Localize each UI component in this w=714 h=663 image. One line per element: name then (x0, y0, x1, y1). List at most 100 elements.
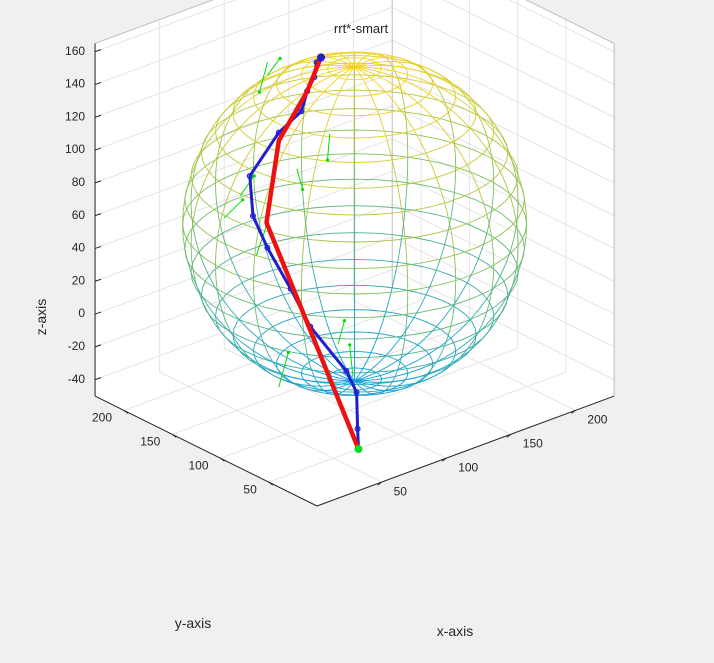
grid-line (268, 371, 567, 483)
sphere-meridian (392, 65, 406, 69)
z-axis-label: z-axis (33, 299, 49, 336)
sphere-meridian (326, 322, 331, 334)
sphere-meridian (493, 123, 501, 134)
sphere-meridian (221, 138, 231, 150)
sphere-meridian (486, 214, 491, 228)
sphere-meridian (440, 345, 446, 355)
sphere-meridian (517, 245, 519, 258)
path-point (249, 212, 256, 219)
y-tick-label: 200 (92, 411, 112, 425)
sphere-meridian (294, 317, 303, 329)
sphere-meridian (332, 372, 344, 378)
grid-line (508, 0, 615, 53)
sphere-meridian (460, 349, 468, 358)
grid-line (288, 323, 512, 435)
sphere-meridian (322, 311, 328, 324)
sphere-meridian (313, 275, 318, 288)
sphere-meridian (365, 372, 377, 378)
sphere-meridian (258, 218, 262, 232)
sphere-meridian (397, 352, 409, 361)
sphere-meridian (407, 119, 415, 131)
sphere-meridian (302, 111, 305, 123)
sphere-latitude-ring (190, 205, 519, 340)
sphere-meridian (218, 214, 223, 228)
sphere-meridian (413, 129, 421, 142)
sphere-meridian (472, 258, 480, 271)
path-point (264, 244, 271, 251)
sphere-meridian (450, 229, 454, 243)
sphere-meridian (192, 269, 196, 282)
sphere-meridian (469, 342, 480, 351)
x-axis-line (316, 395, 615, 507)
sphere-meridian (263, 120, 274, 132)
sphere-meridian (221, 233, 227, 247)
sphere-meridian (268, 85, 274, 94)
sphere-meridian (385, 57, 390, 62)
sphere-meridian (515, 214, 519, 228)
sphere-meridian (313, 159, 318, 173)
sphere-meridian (341, 78, 347, 87)
sphere-meridian (323, 355, 332, 364)
sphere-meridian (301, 57, 309, 61)
sphere-meridian (517, 175, 523, 188)
sphere-meridian (365, 61, 377, 65)
sphere-meridian (394, 372, 408, 378)
axis-edge (525, 0, 615, 44)
sphere-meridian (326, 53, 331, 56)
sphere-meridian (505, 183, 511, 197)
sphere-meridian (258, 326, 262, 337)
sphere-meridian (381, 376, 395, 380)
sphere-meridian (365, 383, 377, 386)
sphere-meridian (330, 57, 339, 61)
sphere-meridian (435, 257, 442, 271)
sphere-meridian (376, 74, 388, 82)
sphere-meridian (195, 154, 200, 167)
sphere-meridian (248, 109, 259, 119)
sphere-meridian (301, 384, 312, 387)
sphere-meridian (315, 91, 324, 101)
sphere-meridian (440, 190, 446, 204)
sphere-meridian (225, 115, 232, 126)
sphere-meridian (338, 391, 343, 395)
sphere-meridian (400, 386, 408, 390)
sphere-meridian (407, 383, 415, 388)
sphere-meridian (198, 292, 204, 305)
sphere-meridian (316, 147, 321, 161)
sphere-meridian (493, 305, 502, 317)
sphere-meridian (431, 78, 437, 86)
sphere-meridian (282, 374, 290, 381)
sphere-meridian (482, 311, 488, 323)
grid-line (94, 72, 393, 184)
sphere-meridian (354, 66, 363, 73)
sphere-meridian (417, 102, 428, 112)
grid-line (94, 236, 393, 348)
sphere-meridian (454, 255, 456, 269)
sphere-meridian (264, 83, 277, 91)
sphere-meridian (215, 158, 218, 171)
sphere-meridian (268, 354, 274, 363)
sphere-meridian (440, 244, 446, 258)
sphere-meridian (428, 346, 441, 355)
sphere-meridian (332, 70, 344, 76)
sphere-meridian (450, 205, 454, 219)
sphere-meridian (486, 113, 495, 124)
z-tick-mark (94, 311, 102, 315)
sphere-meridian (345, 72, 351, 80)
sphere-meridian (380, 381, 393, 383)
sphere-meridian (253, 350, 265, 359)
sphere-meridian (346, 62, 355, 68)
sphere-meridian (338, 384, 347, 389)
sphere-meridian (493, 160, 501, 173)
sphere-meridian (397, 61, 408, 64)
sphere-meridian (436, 85, 442, 94)
sphere-meridian (392, 366, 406, 372)
sphere-meridian (272, 78, 279, 86)
tree-node (301, 187, 305, 192)
sphere-meridian (407, 94, 419, 103)
sphere-meridian (380, 71, 393, 77)
sphere-meridian (235, 340, 243, 350)
sphere-meridian (280, 353, 293, 362)
sphere-meridian (305, 222, 308, 236)
sphere-meridian (517, 260, 523, 273)
sphere-meridian (452, 294, 461, 307)
